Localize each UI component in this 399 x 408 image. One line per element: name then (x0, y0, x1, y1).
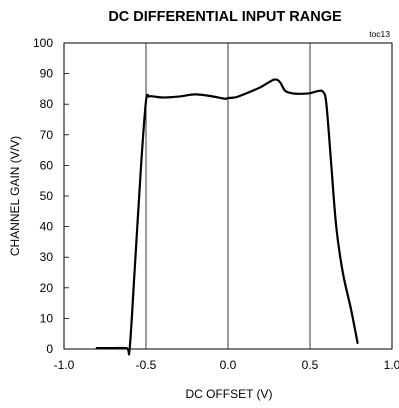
y-tick-label: 100 (33, 36, 53, 50)
x-tick-label: 1.0 (384, 358, 399, 372)
y-axis-label: CHANNEL GAIN (V/V) (8, 136, 22, 256)
y-tick-label: 90 (40, 67, 54, 81)
chart-title: DC DIFFERENTIAL INPUT RANGE (108, 9, 342, 25)
x-ticks: -1.0 -0.5 0.0 0.5 1.0 (54, 358, 399, 372)
y-ticks: 0 10 20 30 40 50 60 70 80 90 100 (33, 36, 69, 356)
x-tick-label: -0.5 (136, 358, 157, 372)
grid (145, 43, 311, 349)
y-tick-label: 30 (40, 250, 54, 264)
y-tick-label: 0 (46, 342, 53, 356)
y-tick-label: 50 (40, 189, 54, 203)
y-tick-label: 60 (40, 158, 54, 172)
y-tick-label: 80 (40, 97, 54, 111)
x-tick-label: 0.5 (302, 358, 319, 372)
plot-frame (63, 42, 393, 350)
x-tick-label: 0.0 (220, 358, 237, 372)
series-line (95, 78, 359, 356)
y-tick-label: 20 (40, 281, 54, 295)
y-tick-label: 10 (40, 311, 54, 325)
x-tick-label: -1.0 (54, 358, 75, 372)
x-axis-label: DC OFFSET (V) (185, 387, 272, 401)
y-tick-label: 40 (40, 220, 54, 234)
chart-tag: toc13 (369, 29, 390, 39)
y-tick-label: 70 (40, 128, 54, 142)
